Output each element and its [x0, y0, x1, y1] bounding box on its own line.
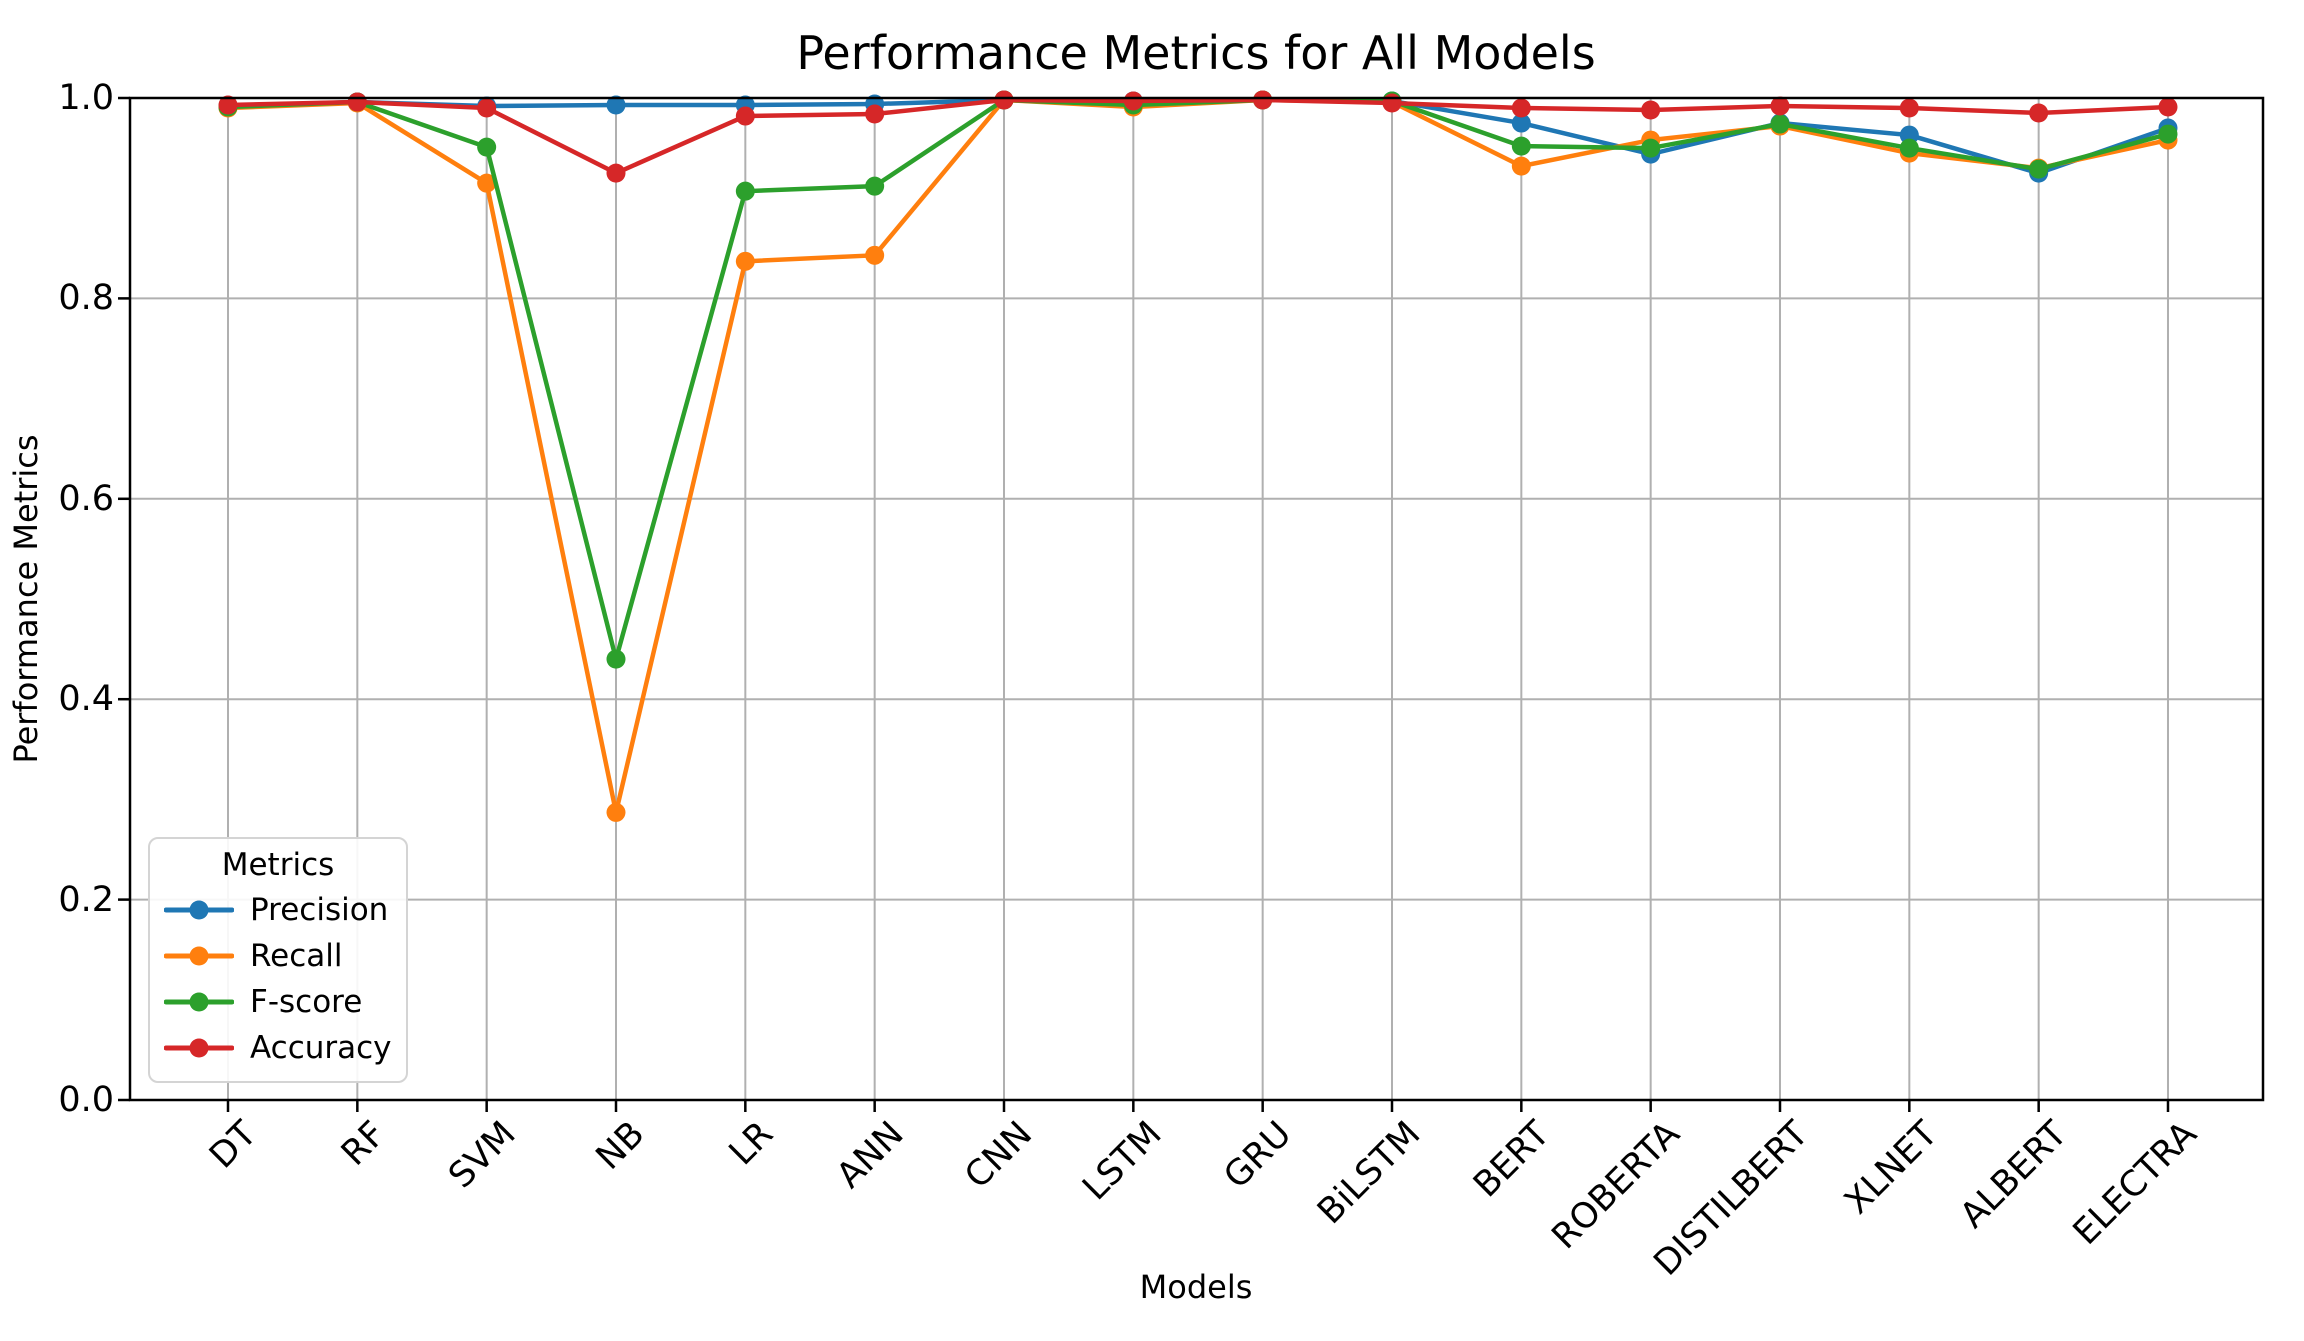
gridlines — [130, 97, 2263, 1101]
data-point — [865, 176, 885, 196]
legend-items: Precision Recall F-score Accuracy — [164, 887, 392, 1071]
legend-item-recall: Recall — [164, 933, 392, 979]
legend-title: Metrics — [221, 847, 335, 883]
data-point — [2158, 97, 2178, 117]
legend-marker-recall — [164, 946, 234, 966]
data-point — [735, 106, 755, 126]
data-point — [2158, 124, 2178, 144]
y-tick-label: 0.2 — [58, 879, 114, 920]
data-point — [994, 90, 1014, 110]
plot-frame — [128, 96, 2265, 1102]
data-point — [1899, 125, 1919, 145]
y-tick-label: 0.8 — [58, 278, 114, 319]
tick-marks — [118, 96, 2170, 1112]
legend-marker-accuracy — [164, 1038, 234, 1058]
y-tick-label: 1.0 — [58, 78, 114, 118]
data-point — [1899, 98, 1919, 118]
data-point — [1382, 93, 1402, 113]
legend-item-label: Accuracy — [250, 1030, 392, 1066]
data-point — [1511, 98, 1531, 118]
legend-dot — [189, 992, 209, 1012]
data-point — [1253, 90, 1273, 110]
data-point — [218, 95, 238, 115]
data-point — [1511, 156, 1531, 176]
data-point — [865, 245, 885, 265]
chart-title: Performance Metrics for All Models — [796, 26, 1596, 80]
legend-dot — [189, 946, 209, 966]
data-point — [1641, 100, 1661, 120]
series-accuracy — [218, 90, 2178, 183]
x-axis-label: Models — [1139, 1268, 1253, 1306]
data-point — [347, 92, 367, 112]
y-tick-label: 0.0 — [58, 1080, 114, 1120]
series-line — [225, 97, 2171, 662]
data-point — [2029, 159, 2049, 179]
data-point — [606, 649, 626, 669]
series-line — [225, 97, 2171, 815]
data-point — [606, 163, 626, 183]
data-point — [865, 104, 885, 124]
series-recall — [218, 90, 2178, 822]
series-line — [225, 97, 2171, 176]
legend-item-label: Recall — [250, 938, 343, 974]
legend-item-label: Precision — [250, 892, 389, 928]
legend-dot — [189, 900, 209, 920]
data-point — [1899, 138, 1919, 158]
data-point — [1511, 136, 1531, 156]
legend-item-label: F-score — [250, 984, 363, 1020]
data-point — [1123, 91, 1143, 111]
data-point — [1770, 96, 1790, 116]
legend-marker-f-score — [164, 992, 234, 1012]
data-point — [735, 181, 755, 201]
legend: Metrics Precision Recall F-score Accuracy — [148, 837, 408, 1083]
data-point — [606, 95, 626, 115]
data-point — [735, 251, 755, 271]
data-point — [1641, 138, 1661, 158]
series-f-score — [218, 90, 2178, 669]
series-line — [225, 97, 2171, 176]
legend-marker-precision — [164, 900, 234, 920]
legend-dot — [189, 1038, 209, 1058]
data-point — [477, 137, 497, 157]
y-tick-label: 0.4 — [58, 679, 114, 720]
legend-item-precision: Precision — [164, 887, 392, 933]
data-point — [2029, 103, 2049, 123]
data-point — [1511, 113, 1531, 133]
data-point — [477, 173, 497, 193]
legend-item-accuracy: Accuracy — [164, 1025, 392, 1071]
data-point — [606, 802, 626, 822]
data-point — [1770, 114, 1790, 134]
legend-item-f-score: F-score — [164, 979, 392, 1025]
y-tick-label: 0.6 — [58, 478, 114, 519]
data-point — [477, 98, 497, 118]
